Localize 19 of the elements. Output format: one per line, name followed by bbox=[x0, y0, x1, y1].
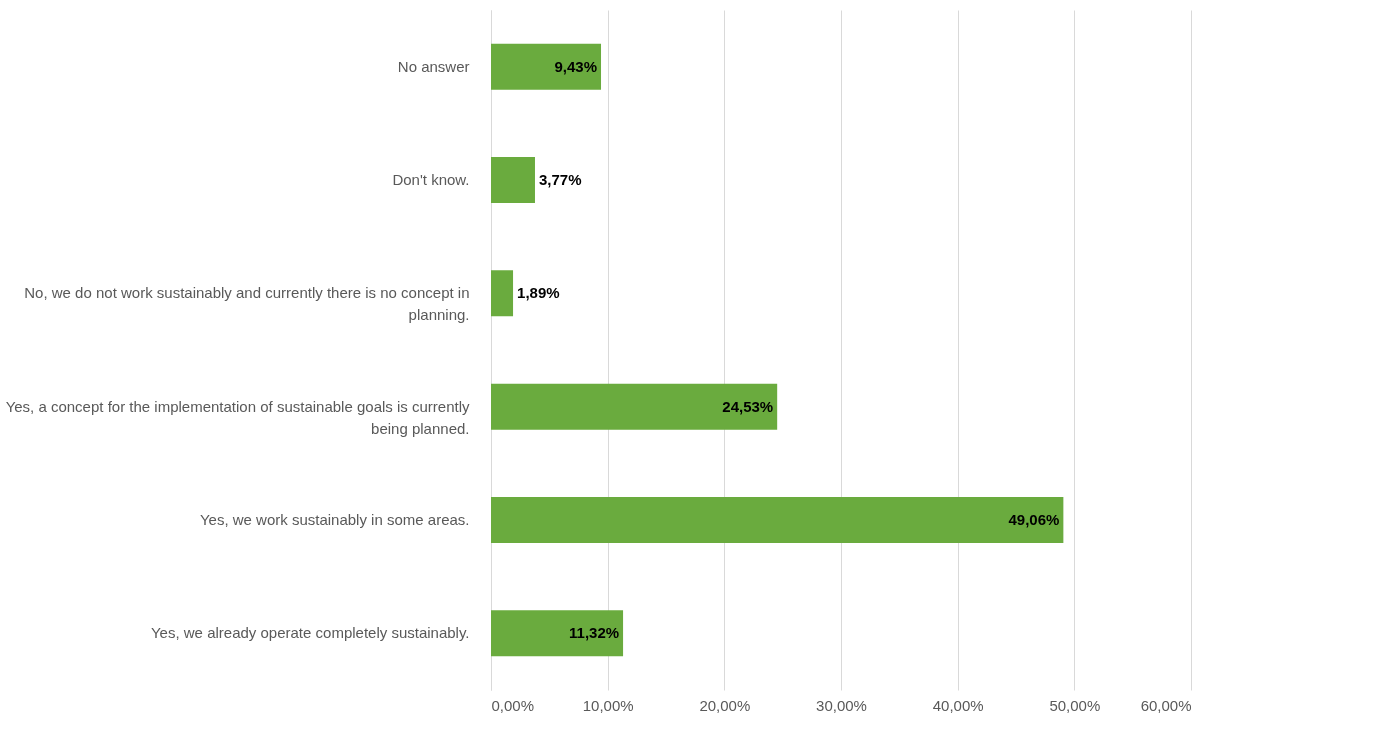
y-tick-label: No answer bbox=[397, 57, 470, 75]
x-tick-label: 40,00% bbox=[932, 696, 984, 714]
data-label: 9,43% bbox=[554, 57, 598, 75]
data-label: 11,32% bbox=[569, 624, 620, 642]
x-tick-label: 0,00% bbox=[491, 696, 535, 714]
y-tick-label: Yes, a concept for the implementation of sustainable goals is currently being planned. bbox=[5, 397, 470, 437]
data-label: 49,06% bbox=[1008, 511, 1060, 528]
y-tick-label: Don't know. bbox=[392, 171, 470, 188]
x-tick-label: 60,00% bbox=[1140, 696, 1192, 714]
x-tick-label: 30,00% bbox=[816, 696, 867, 714]
y-tick-label: Yes, we work sustainably in some areas. bbox=[199, 511, 470, 528]
y-tick-label: Yes, we already operate completely sustainably. bbox=[150, 624, 470, 642]
data-label: 3,77% bbox=[538, 171, 582, 188]
x-tick-label: 50,00% bbox=[1049, 696, 1101, 714]
y-tick-label: No, we do not work sustainably and currently there is no concept in planning. bbox=[24, 284, 470, 324]
x-tick-label: 10,00% bbox=[582, 696, 634, 714]
data-label: 24,53% bbox=[722, 397, 774, 415]
x-tick-label: 20,00% bbox=[699, 696, 751, 714]
data-label: 1,89% bbox=[517, 284, 560, 302]
